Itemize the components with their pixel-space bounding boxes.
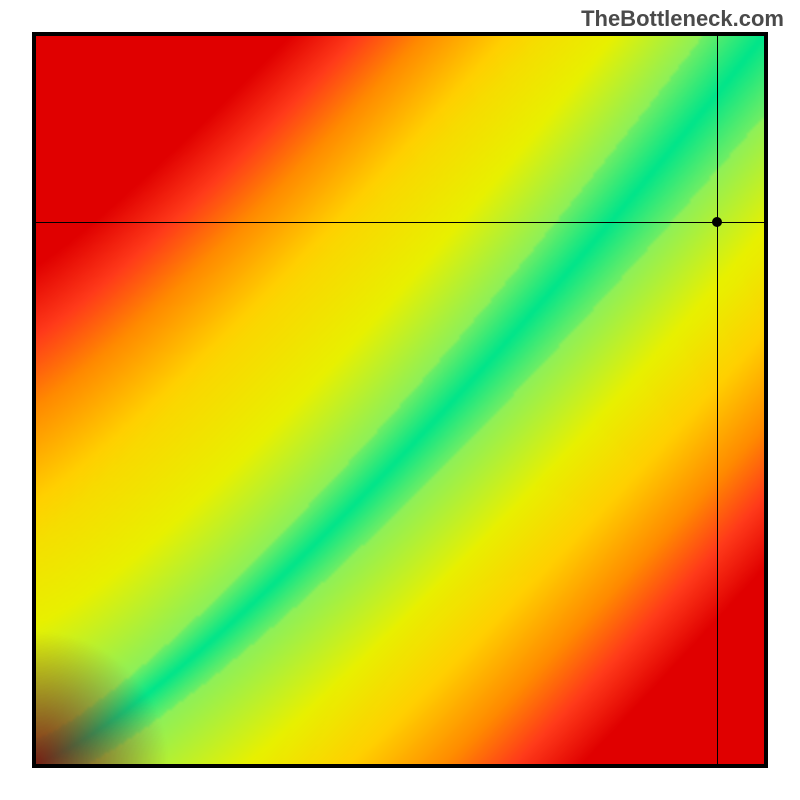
heatmap-chart [32,32,768,768]
crosshair-horizontal [36,222,764,223]
crosshair-marker-dot [712,217,722,227]
crosshair-vertical [717,36,718,764]
watermark-text: TheBottleneck.com [581,6,784,32]
heatmap-canvas [36,36,764,764]
